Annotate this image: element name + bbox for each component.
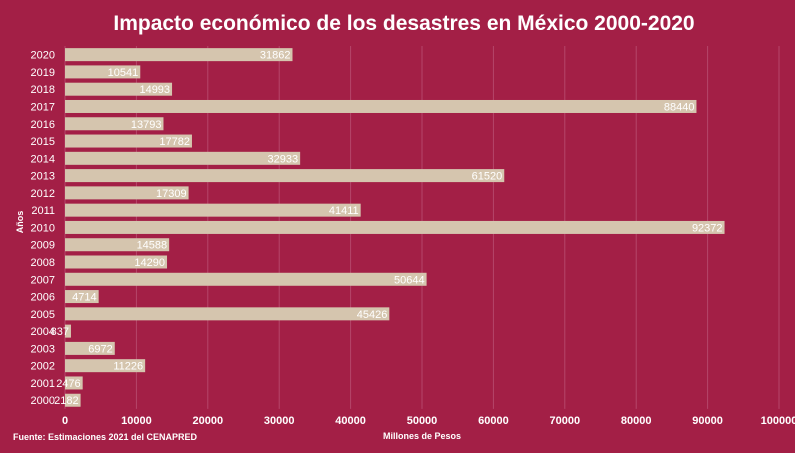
bar-2013 <box>65 169 505 183</box>
bar-2005 <box>65 307 390 321</box>
x-tick-label-3: 30000 <box>264 415 295 427</box>
data-label-2007: 50644 <box>394 274 425 286</box>
data-label-2012: 17309 <box>156 188 187 200</box>
bar-2000 <box>65 393 81 407</box>
source-note: Fuente: Estimaciones 2021 del CENAPRED <box>13 432 198 442</box>
y-tick-label-2001: 2001 <box>31 378 55 390</box>
data-label-2011: 41411 <box>329 205 359 217</box>
y-tick-label-2018: 2018 <box>31 84 55 96</box>
bar-2010 <box>65 220 725 234</box>
y-tick-label-2010: 2010 <box>31 222 55 234</box>
data-label-2017: 88440 <box>664 101 695 113</box>
y-tick-label-2017: 2017 <box>31 101 55 113</box>
y-tick-label-2009: 2009 <box>31 240 55 252</box>
y-tick-label-2011: 2011 <box>31 205 55 217</box>
x-tick-label-1: 10000 <box>121 415 152 427</box>
data-label-2004: 837 <box>51 326 69 338</box>
bar-2018 <box>65 82 173 96</box>
bar-2001 <box>65 376 83 390</box>
x-tick-label-0: 0 <box>62 415 68 427</box>
bar-2007 <box>65 272 427 286</box>
data-label-2009: 14588 <box>137 240 168 252</box>
data-label-2008: 14290 <box>134 257 165 269</box>
x-tick-label-6: 60000 <box>478 415 509 427</box>
y-tick-label-2019: 2019 <box>31 67 55 79</box>
x-tick-label-10: 100000 <box>761 415 795 427</box>
x-tick-label-5: 50000 <box>407 415 438 427</box>
y-tick-label-2008: 2008 <box>31 257 55 269</box>
bar-2003 <box>65 341 115 355</box>
x-tick-label-7: 70000 <box>550 415 581 427</box>
y-tick-label-2003: 2003 <box>31 343 55 355</box>
y-tick-label-2000: 2000 <box>31 395 55 407</box>
bar-2016 <box>65 117 164 131</box>
data-label-2005: 45426 <box>357 309 388 321</box>
data-label-2001: 2476 <box>56 378 80 390</box>
data-label-2019: 10541 <box>108 67 139 79</box>
data-label-2014: 32933 <box>268 153 299 165</box>
data-label-2003: 6972 <box>88 343 112 355</box>
y-tick-label-2005: 2005 <box>31 309 55 321</box>
bar-2019 <box>65 65 141 79</box>
data-label-2020: 31862 <box>260 50 291 62</box>
y-tick-label-2020: 2020 <box>31 50 55 62</box>
bar-2014 <box>65 151 301 165</box>
y-tick-label-2002: 2002 <box>31 361 55 373</box>
y-tick-label-2012: 2012 <box>31 188 55 200</box>
x-axis-label: Millones de Pesos <box>383 431 461 441</box>
data-label-2016: 13793 <box>131 119 162 131</box>
data-label-2000: 2182 <box>54 395 78 407</box>
y-tick-label-2006: 2006 <box>31 292 55 304</box>
bar-2006 <box>65 290 99 304</box>
data-label-2018: 14993 <box>139 84 170 96</box>
y-tick-label-2015: 2015 <box>31 136 55 148</box>
y-tick-label-2007: 2007 <box>31 274 55 286</box>
bar-2009 <box>65 238 170 252</box>
y-tick-label-2014: 2014 <box>31 153 55 165</box>
x-tick-label-2: 20000 <box>193 415 224 427</box>
bar-2020 <box>65 48 293 62</box>
data-label-2002: 11226 <box>113 361 143 373</box>
x-axis-ticks: 0 10000 20000 30000 40000 50000 60000 70000 8000… <box>62 415 795 427</box>
data-label-2015: 17782 <box>159 136 190 148</box>
data-label-2006: 4714 <box>72 292 96 304</box>
y-axis-label: Años <box>15 211 25 234</box>
bars <box>65 48 725 407</box>
bar-2002 <box>65 359 146 373</box>
bar-2004 <box>65 324 71 338</box>
y-axis-ticks: 2020 2019 2018 2017 2016 2015 2014 2013 2012 2011… <box>31 50 55 408</box>
bar-2017 <box>65 99 697 113</box>
chart-title: Impacto económico de los desastres en Mé… <box>113 12 694 35</box>
bar-2015 <box>65 134 192 148</box>
data-label-2013: 61520 <box>472 171 503 183</box>
x-tick-label-4: 40000 <box>335 415 366 427</box>
bar-2008 <box>65 255 168 269</box>
y-tick-label-2013: 2013 <box>31 171 55 183</box>
bar-2011 <box>65 203 361 217</box>
data-label-2010: 92372 <box>692 222 723 234</box>
y-tick-label-2004: 2004 <box>31 326 55 338</box>
x-tick-label-9: 90000 <box>692 415 723 427</box>
bar-2012 <box>65 186 189 200</box>
y-tick-label-2016: 2016 <box>31 119 55 131</box>
x-tick-label-8: 80000 <box>621 415 652 427</box>
